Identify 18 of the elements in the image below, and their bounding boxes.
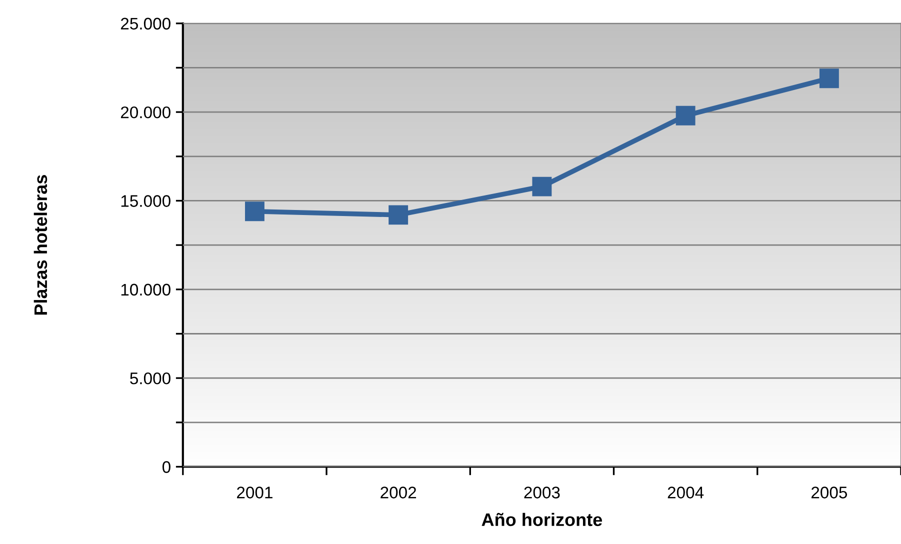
x-tick-label: 2005 bbox=[811, 486, 848, 498]
y-tick-label: 20.000 bbox=[120, 106, 170, 118]
x-tick-label: 2004 bbox=[668, 486, 704, 498]
y-axis-title: Plazas hoteleras bbox=[34, 175, 48, 315]
point bbox=[532, 176, 552, 196]
y-tick-label: 15.000 bbox=[121, 195, 170, 207]
point bbox=[819, 68, 839, 88]
x-axis-title: Año horizonte bbox=[482, 512, 602, 526]
point bbox=[676, 106, 696, 126]
y-tick-label: 25.000 bbox=[120, 18, 170, 30]
point bbox=[244, 202, 264, 222]
y-tick-label: 10.000 bbox=[121, 284, 170, 296]
x-tick-label: 2003 bbox=[524, 486, 560, 498]
y-tick-label: 0 bbox=[162, 461, 170, 473]
y-tick-label: 5.000 bbox=[130, 372, 170, 384]
x-tick-label: 2002 bbox=[380, 486, 416, 498]
x-tick-label: 2001 bbox=[237, 486, 272, 498]
point bbox=[388, 205, 408, 225]
